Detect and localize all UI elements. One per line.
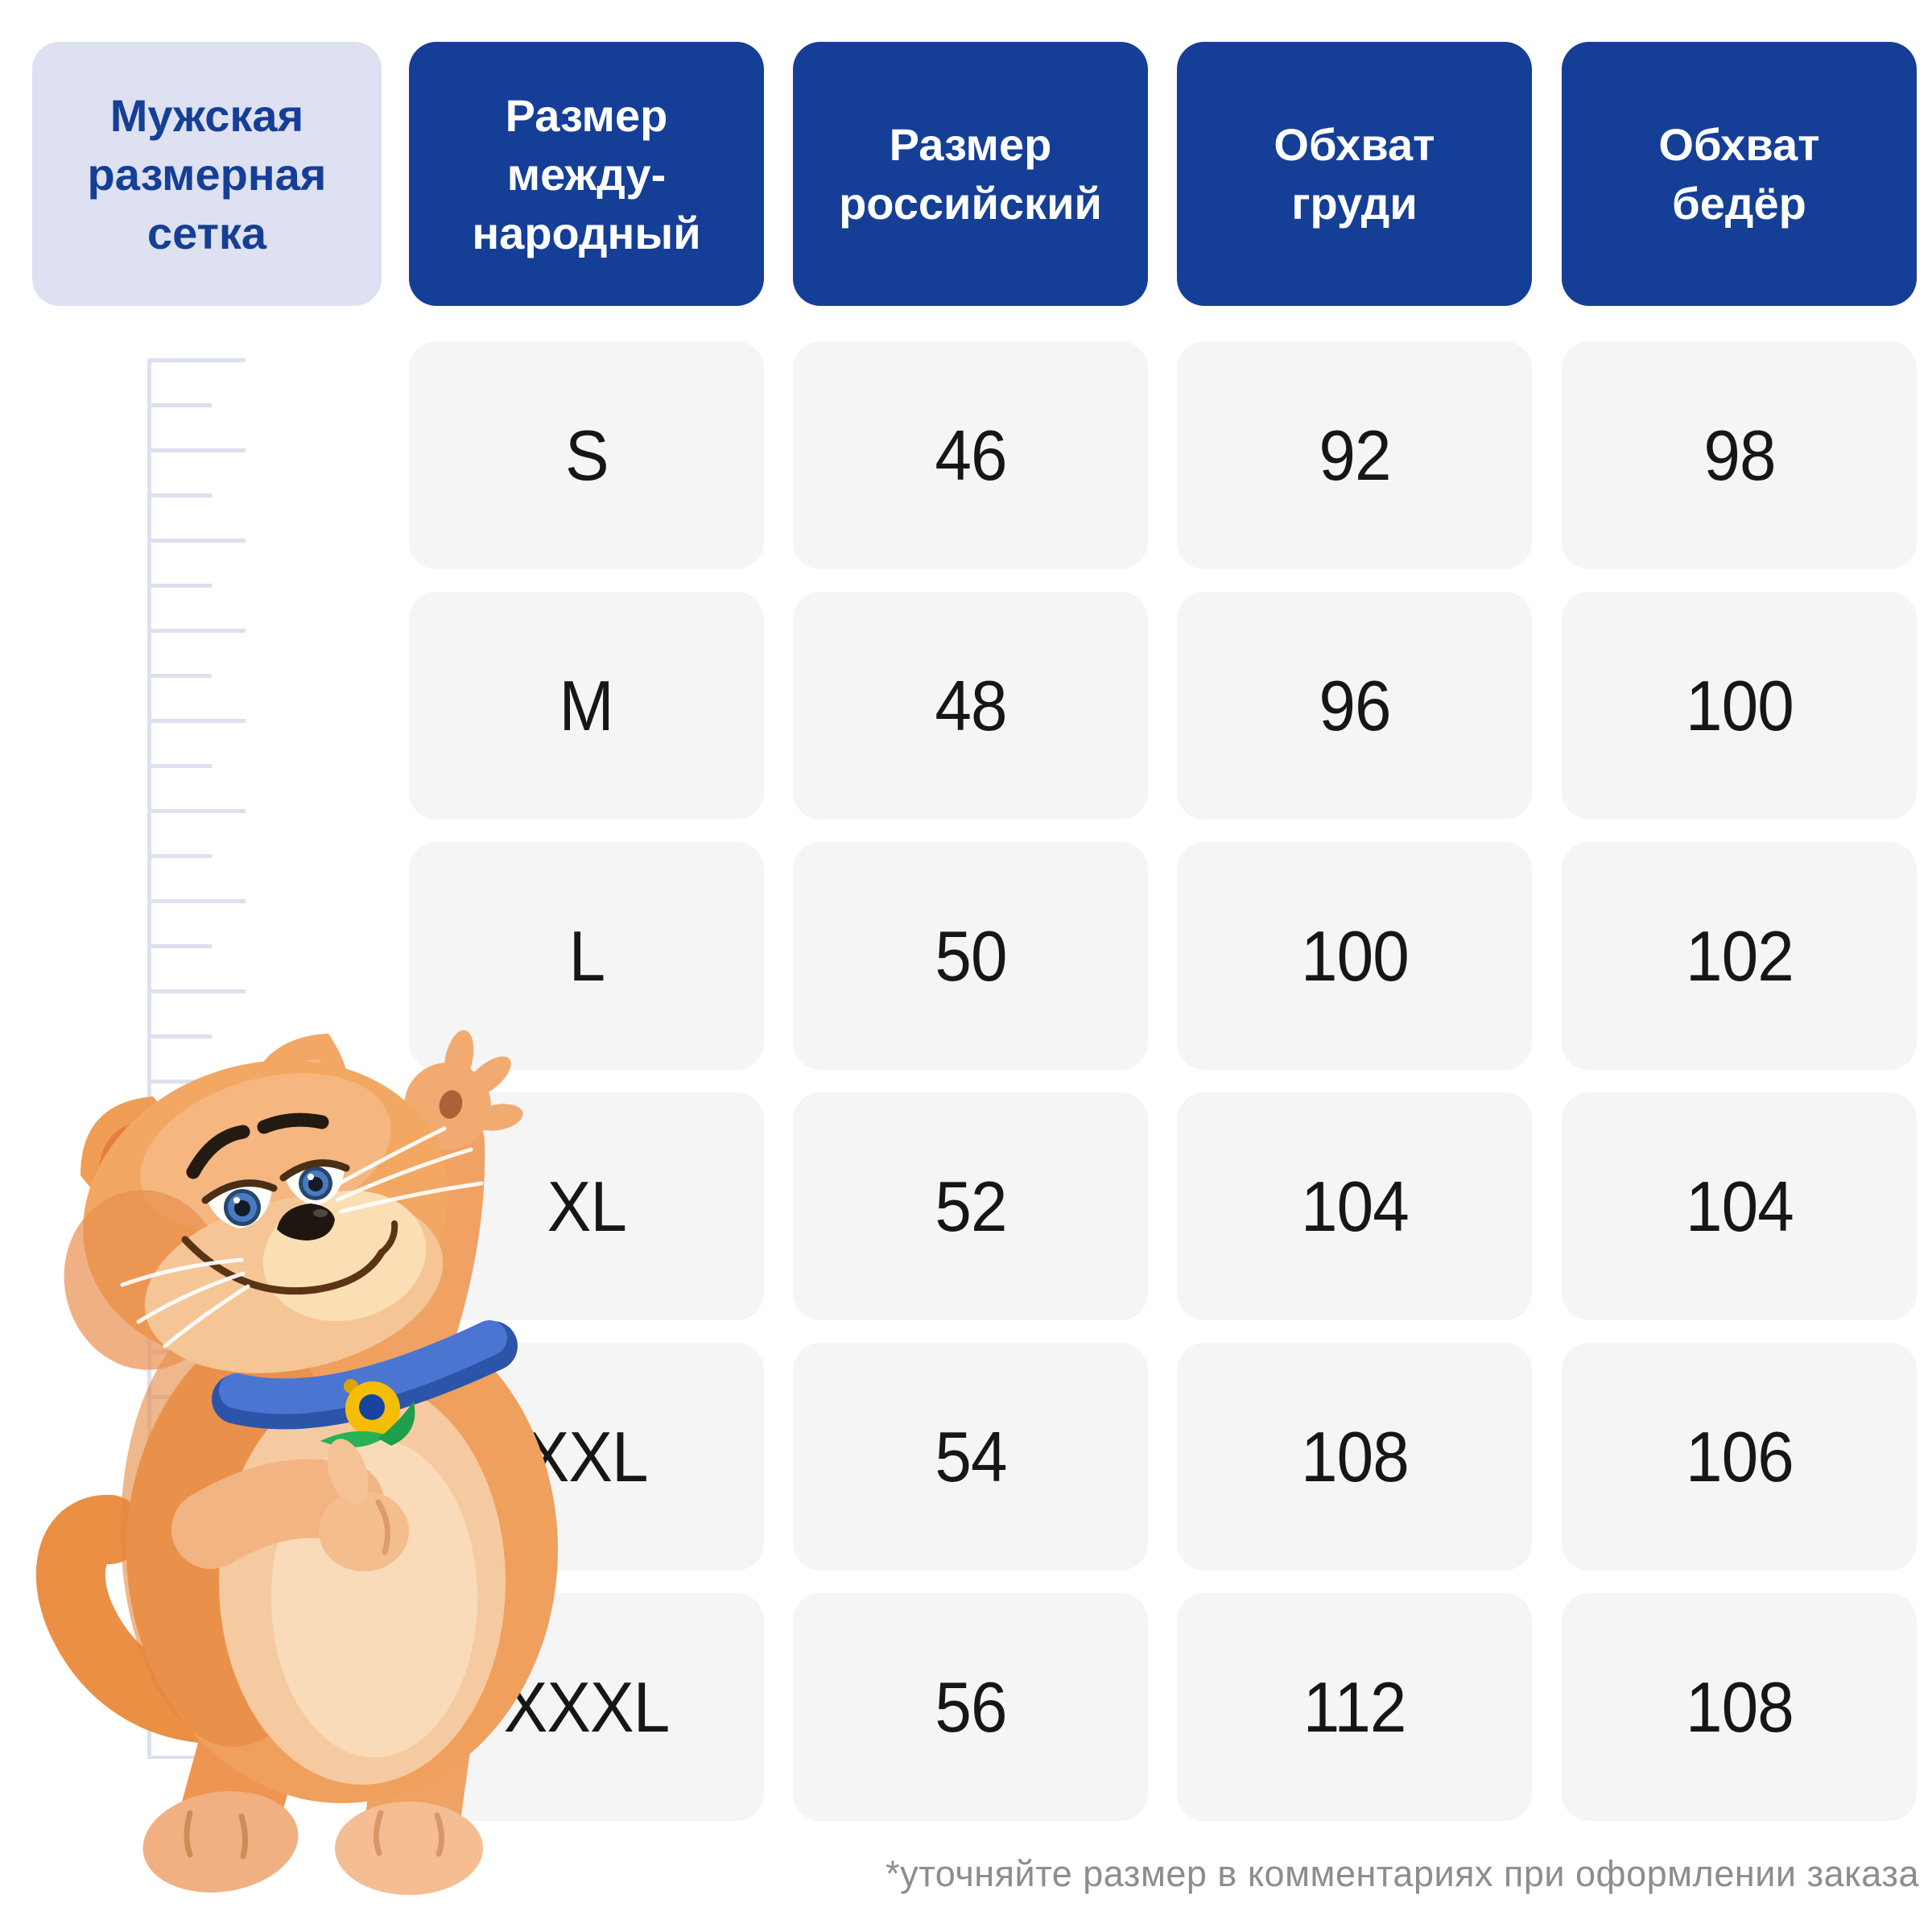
footnote-text: *уточняйте размер в комментариях при офо… (886, 1853, 1919, 1894)
cell-value: 56 (934, 1666, 1007, 1747)
column-header-label: Размер российский (839, 119, 1102, 229)
table-title: Мужская размерная сетка (87, 89, 327, 258)
column-header-label: Обхват груди (1274, 119, 1435, 229)
cell-value: 48 (934, 665, 1007, 745)
column-header-international-size: Размер между- народный (409, 42, 764, 306)
cat-eyebrow (257, 1113, 329, 1134)
cell-value: 104 (1685, 1166, 1794, 1246)
column-header-label: Размер между- народный (472, 89, 701, 258)
cell-value: S (564, 415, 609, 495)
column-header-label: Обхват бедёр (1658, 119, 1820, 229)
cell-value: 108 (1300, 1416, 1410, 1496)
cell-hips: 104 (1562, 1092, 1917, 1320)
cell-hips: 106 (1562, 1343, 1917, 1571)
cell-hips: 102 (1562, 842, 1917, 1070)
column-header-russian-size: Размер российский (793, 42, 1148, 306)
cell-russian-size: 50 (793, 842, 1148, 1070)
cell-value: 106 (1685, 1416, 1794, 1496)
cell-international-size: S (409, 341, 764, 569)
cell-russian-size: 46 (793, 341, 1148, 569)
cell-value: XXL (525, 1416, 649, 1496)
cell-value: 92 (1318, 415, 1391, 495)
cell-value: 112 (1302, 1666, 1407, 1747)
cell-hips: 100 (1562, 592, 1917, 819)
cell-value: L (568, 915, 605, 996)
cell-value: 50 (934, 915, 1007, 996)
cell-russian-size: 48 (793, 592, 1148, 819)
cell-hips: 98 (1562, 341, 1917, 569)
cell-value: 104 (1300, 1166, 1410, 1246)
table-title-card: Мужская размерная сетка (32, 42, 382, 306)
cell-hips: 108 (1562, 1593, 1917, 1821)
cell-value: 100 (1300, 915, 1410, 996)
cell-value: 96 (1318, 665, 1391, 745)
column-header-hips: Обхват бедёр (1562, 42, 1917, 306)
cell-value: 100 (1685, 665, 1794, 745)
cell-chest: 108 (1177, 1343, 1532, 1571)
cat-pendant (320, 1379, 415, 1448)
cell-value: 54 (934, 1416, 1007, 1496)
cell-value: M (559, 665, 614, 745)
cell-value: 108 (1685, 1666, 1794, 1747)
cell-value: 52 (934, 1166, 1007, 1246)
cell-international-size: XXXL (409, 1593, 764, 1821)
cell-value: 98 (1703, 415, 1776, 495)
cell-value: XXXL (503, 1666, 670, 1747)
cell-russian-size: 56 (793, 1593, 1148, 1821)
cat-nose (277, 1203, 335, 1241)
cell-international-size: M (409, 592, 764, 819)
cell-chest: 104 (1177, 1092, 1532, 1320)
cell-international-size: L (409, 842, 764, 1070)
cell-russian-size: 54 (793, 1343, 1148, 1571)
pendant-leaf (320, 1430, 388, 1448)
cell-value: 46 (934, 415, 1007, 495)
cell-value: 102 (1685, 915, 1794, 996)
cell-chest: 92 (1177, 341, 1532, 569)
column-header-chest: Обхват груди (1177, 42, 1532, 306)
cell-international-size: XXL (409, 1343, 764, 1571)
height-ruler-illustration (147, 358, 250, 1759)
cell-value: XL (547, 1166, 626, 1246)
cell-chest: 100 (1177, 842, 1532, 1070)
cell-chest: 96 (1177, 592, 1532, 819)
cell-russian-size: 52 (793, 1092, 1148, 1320)
cell-international-size: XL (409, 1092, 764, 1320)
cell-chest: 112 (1177, 1593, 1532, 1821)
